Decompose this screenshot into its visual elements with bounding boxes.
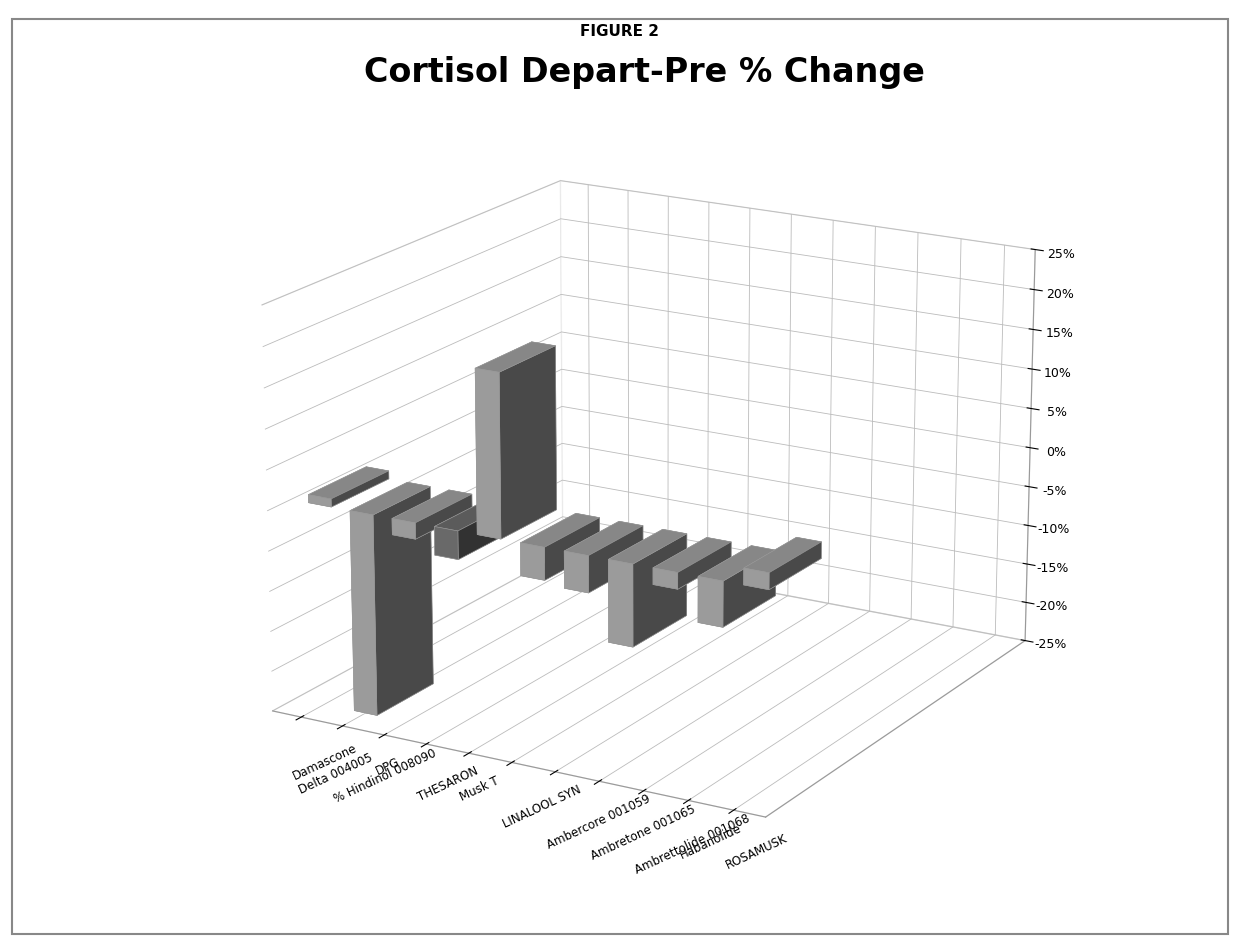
Text: FIGURE 2: FIGURE 2 (580, 24, 660, 39)
Title: Cortisol Depart-Pre % Change: Cortisol Depart-Pre % Change (365, 57, 925, 90)
